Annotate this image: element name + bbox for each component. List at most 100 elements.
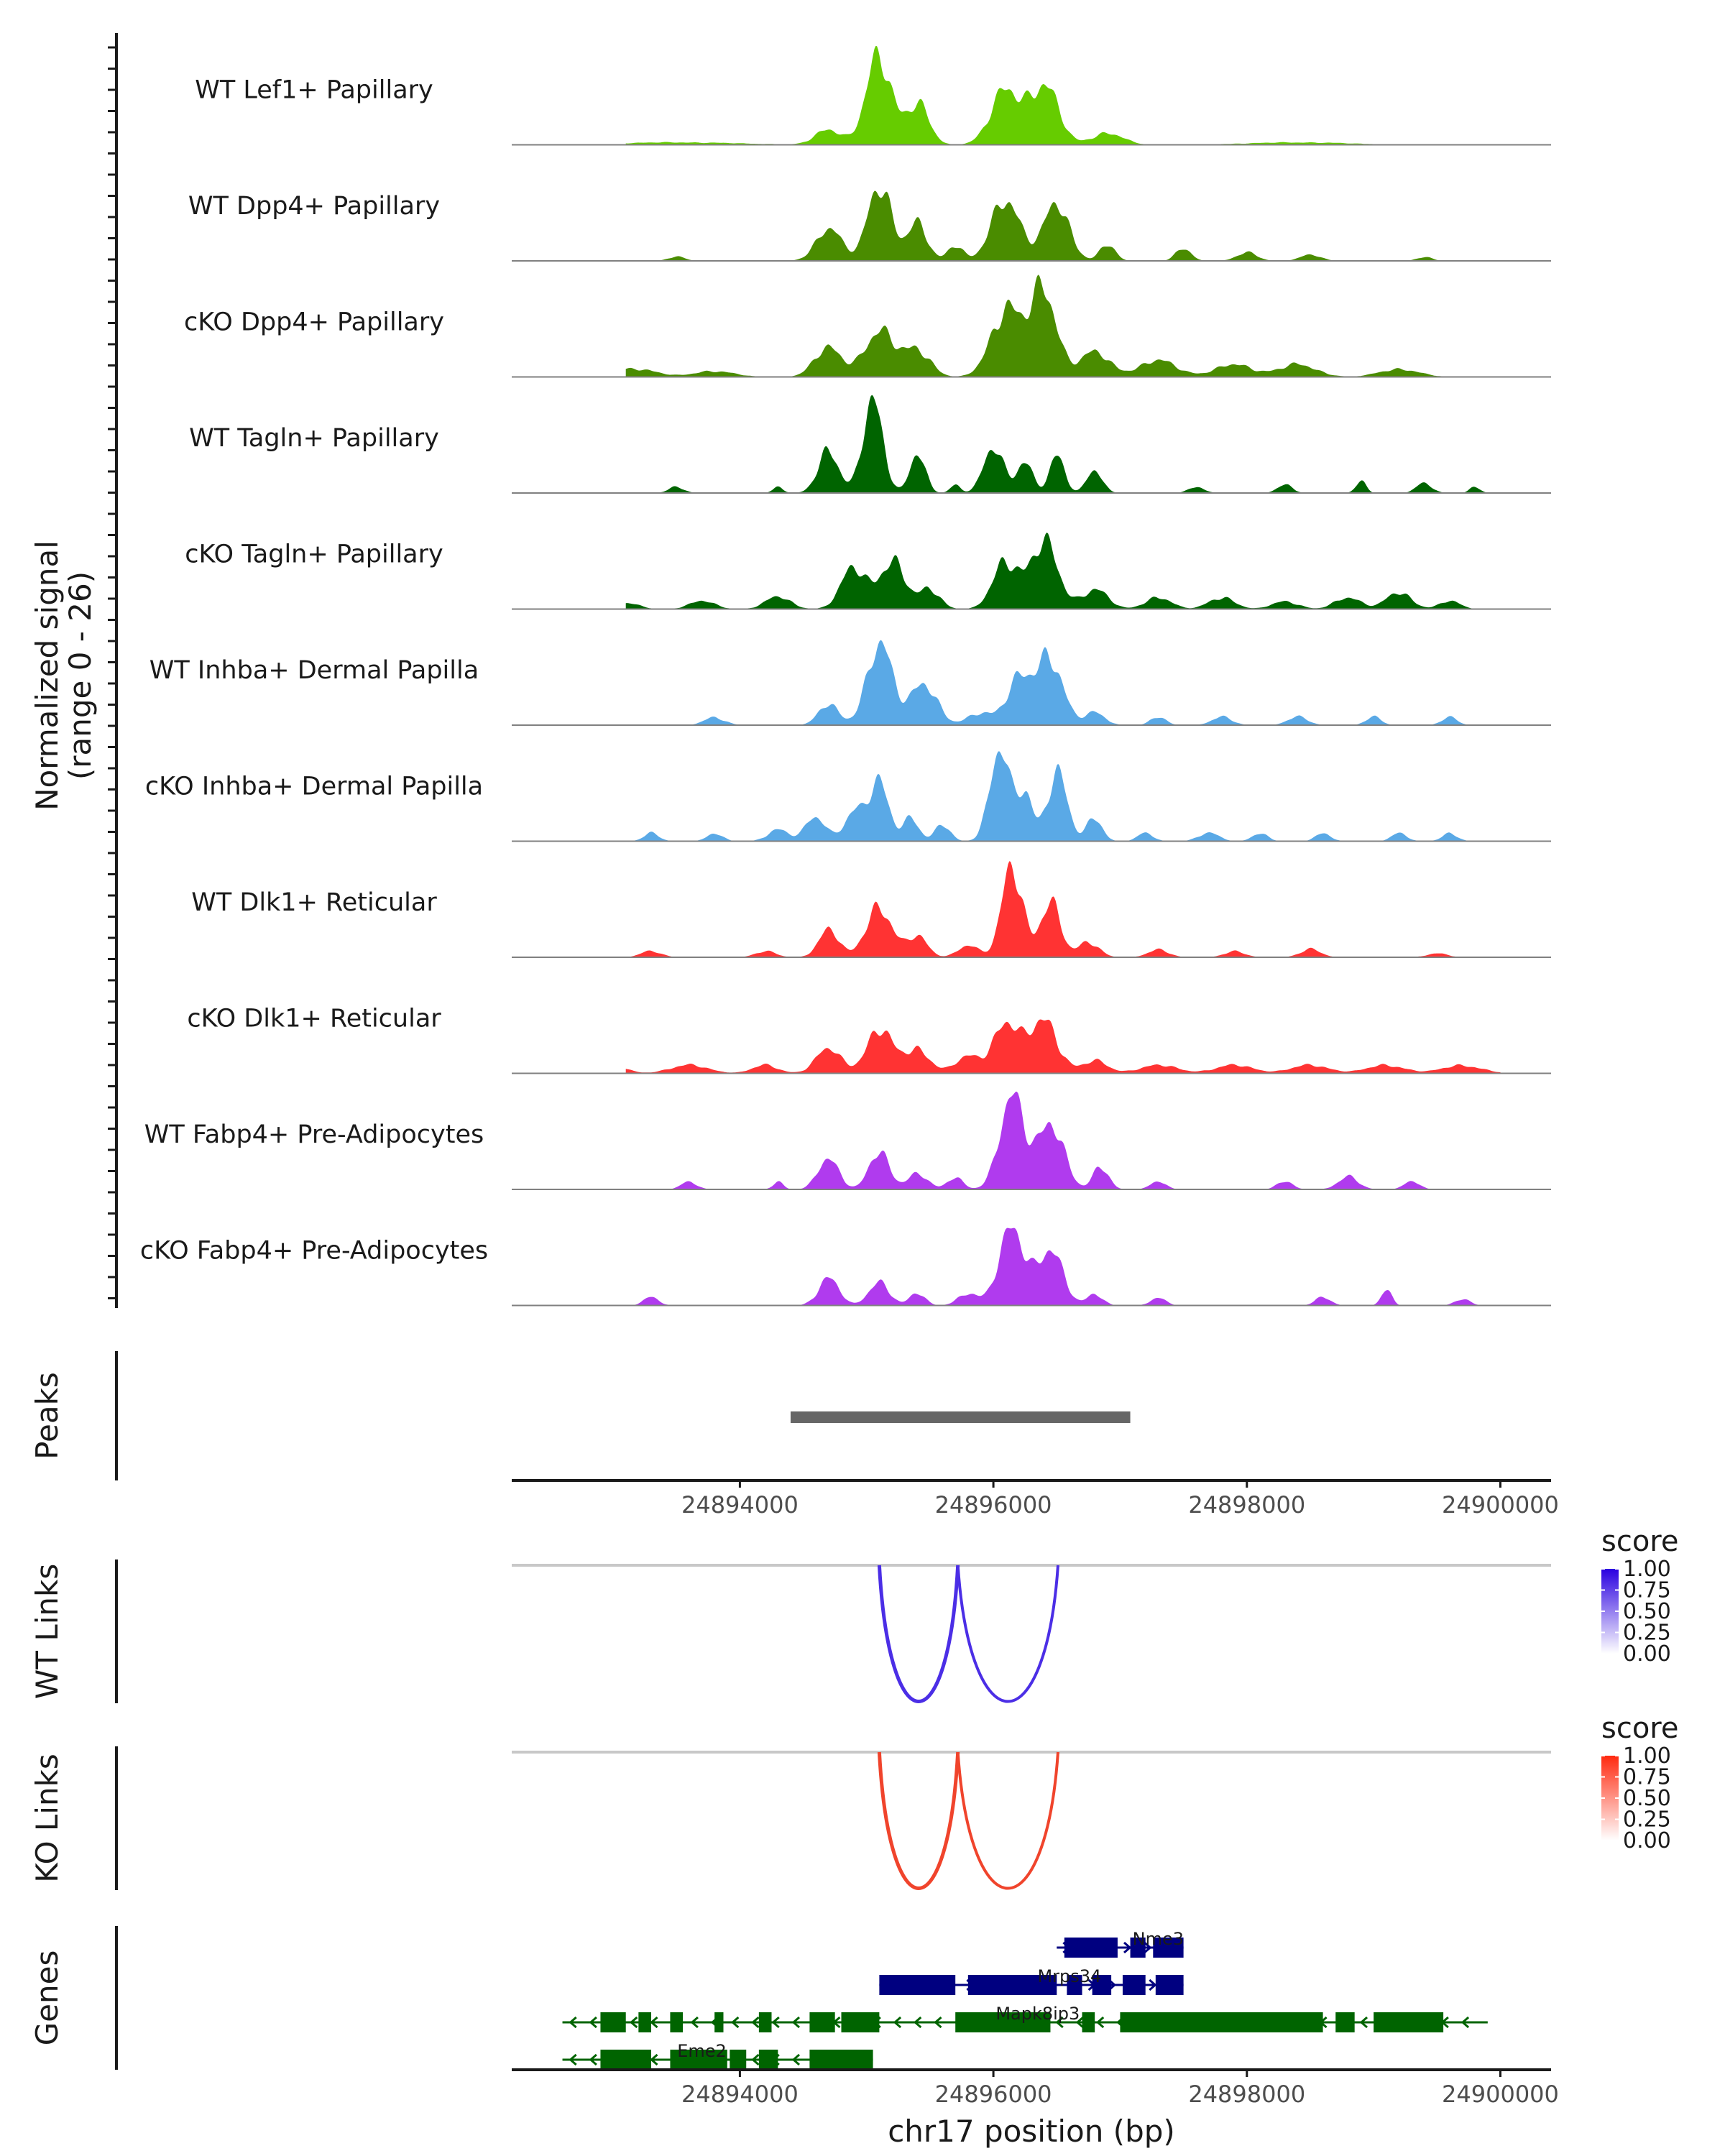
- gene-strand-arrow: [934, 2016, 942, 2029]
- coverage-y-ticks: [108, 46, 116, 1299]
- gene-exon: [1092, 1975, 1112, 1995]
- gene-exon: [600, 2012, 626, 2032]
- coverage-area: [625, 751, 1501, 842]
- gene-exon: [730, 2050, 747, 2070]
- gene-exon: [1122, 1975, 1146, 1995]
- gene-exon: [1335, 2012, 1355, 2032]
- gene-strand-arrow: [791, 2053, 800, 2066]
- peak-regions: [790, 1411, 1131, 1423]
- coverage-track: cKO Dlk1+ Reticular: [187, 1005, 1551, 1074]
- gene-strand-arrow: [751, 2016, 760, 2029]
- coverage-track-label: cKO Dpp4+ Papillary: [184, 308, 444, 337]
- gene-strand-arrow: [630, 2016, 638, 2029]
- coverage-track: cKO Fabp4+ Pre-Adipocytes: [140, 1227, 1551, 1307]
- legend-tick-label: 0.75: [1623, 1578, 1671, 1603]
- coverage-track: WT Tagln+ Papillary: [189, 395, 1551, 494]
- gene-strand-arrow: [650, 2016, 658, 2029]
- gene-strand-arrow: [1149, 1978, 1157, 1991]
- legend-tick-label: 0.00: [1623, 1641, 1671, 1667]
- legend-tick-label: 0.75: [1623, 1765, 1671, 1790]
- gene-exon: [955, 2012, 1051, 2032]
- genes-track-label: Genes: [29, 1950, 65, 2046]
- coverage-track-label: WT Inhba+ Dermal Papilla: [150, 656, 479, 685]
- coverage-area: [625, 45, 1501, 145]
- coverage-track: WT Lef1+ Papillary: [195, 45, 1551, 146]
- peak-region-bar: [790, 1411, 1131, 1423]
- coverage-track-label: WT Dpp4+ Papillary: [188, 192, 440, 221]
- coverage-track: cKO Dpp4+ Papillary: [184, 275, 1551, 378]
- gene-label: Mrps34: [1037, 1966, 1101, 1986]
- legend-tick-label: 0.50: [1623, 1786, 1671, 1811]
- gene-exon: [967, 1975, 1057, 1995]
- gene-exon: [879, 1975, 956, 1995]
- gene-exon: [1130, 1938, 1146, 1958]
- legend-title: score: [1601, 1712, 1678, 1745]
- gene-exon: [670, 2050, 727, 2070]
- coverage-track: cKO Inhba+ Dermal Papilla: [145, 751, 1551, 842]
- legend-tick-label: 1.00: [1623, 1743, 1671, 1769]
- legend-tick-label: 0.25: [1623, 1621, 1671, 1646]
- coverage-area: [625, 533, 1501, 609]
- coverage-track: cKO Tagln+ Papillary: [185, 533, 1551, 610]
- gene-strand-arrow: [1055, 2016, 1064, 2029]
- coverage-area: [625, 861, 1501, 957]
- legend-tick-label: 0.50: [1623, 1599, 1671, 1624]
- legend-tick-label: 0.00: [1623, 1828, 1671, 1853]
- x-tick-label: 24898000: [1188, 2081, 1305, 2108]
- gene-exon: [809, 2050, 873, 2070]
- x-tick-label: 24894000: [681, 1491, 799, 1519]
- x-tick-label: 24900000: [1442, 2081, 1559, 2108]
- gene-strand-arrow: [751, 2053, 760, 2066]
- gene-label: Eme2: [677, 2041, 727, 2061]
- x-axis-top: 24894000 24896000 24898000 24900000: [681, 1480, 1559, 1519]
- coverage-panel: Normalized signal (range 0 - 26) WT Lef1…: [29, 33, 1551, 1308]
- gene-strand-arrow: [690, 2016, 699, 2029]
- coverage-area: [625, 395, 1501, 493]
- gene-label: Mapk8ip3: [995, 2004, 1080, 2024]
- coverage-track: WT Inhba+ Dermal Papilla: [150, 640, 1551, 726]
- gene-strand-arrow: [1123, 1941, 1132, 1954]
- gene-label: Nme3: [1133, 1929, 1184, 1949]
- coverage-ylabel-line1: Normalized signal: [29, 540, 65, 811]
- gene-strand-arrow: [914, 2016, 922, 2029]
- link-arc: [877, 1751, 960, 1890]
- gene-strand-arrow: [569, 2016, 577, 2029]
- link-arc: [956, 1565, 1059, 1703]
- gene-exon: [638, 2012, 651, 2032]
- coverage-area: [625, 1227, 1501, 1306]
- gene-exon: [1374, 2012, 1444, 2032]
- gene-strand-arrow: [650, 2053, 658, 2066]
- gene-strand-arrow: [1075, 2016, 1084, 2029]
- gene-exon: [1155, 1975, 1184, 1995]
- coverage-track-label: cKO Dlk1+ Reticular: [187, 1005, 441, 1033]
- coverage-track-label: cKO Fabp4+ Pre-Adipocytes: [140, 1237, 488, 1266]
- gene-exon: [758, 2050, 778, 2070]
- gene-exon: [1067, 1975, 1082, 1995]
- gene-strand-arrow: [569, 2053, 577, 2066]
- coverage-track: WT Fabp4+ Pre-Adipocytes: [144, 1092, 1551, 1190]
- x-axis-bottom: 24894000 24896000 24898000 24900000: [681, 2070, 1559, 2108]
- gene-exon: [600, 2050, 651, 2070]
- gene-strand-arrow: [731, 2016, 740, 2029]
- gene-exon: [1064, 1938, 1118, 1958]
- coverage-track-label: WT Dlk1+ Reticular: [191, 888, 437, 917]
- gene-exon: [1082, 2012, 1095, 2032]
- coverage-track: WT Dpp4+ Papillary: [188, 190, 1551, 262]
- gene-model: Mapk8ip3: [562, 2004, 1488, 2032]
- gene-strand-arrow: [893, 2016, 902, 2029]
- gene-strand-arrow: [589, 2053, 597, 2066]
- gene-strand-arrow: [771, 2016, 780, 2029]
- x-tick-label: 24898000: [1188, 1491, 1305, 1519]
- coverage-area: [625, 1019, 1501, 1074]
- x-tick-label: 24896000: [935, 2081, 1052, 2108]
- links-track-label: WT Links: [29, 1564, 65, 1699]
- link-arc: [956, 1751, 1059, 1890]
- x-tick-label: 24900000: [1442, 1491, 1559, 1519]
- gene-exon: [714, 2012, 724, 2032]
- gene-exon: [841, 2012, 880, 2032]
- coverage-track-label: WT Tagln+ Papillary: [189, 424, 439, 453]
